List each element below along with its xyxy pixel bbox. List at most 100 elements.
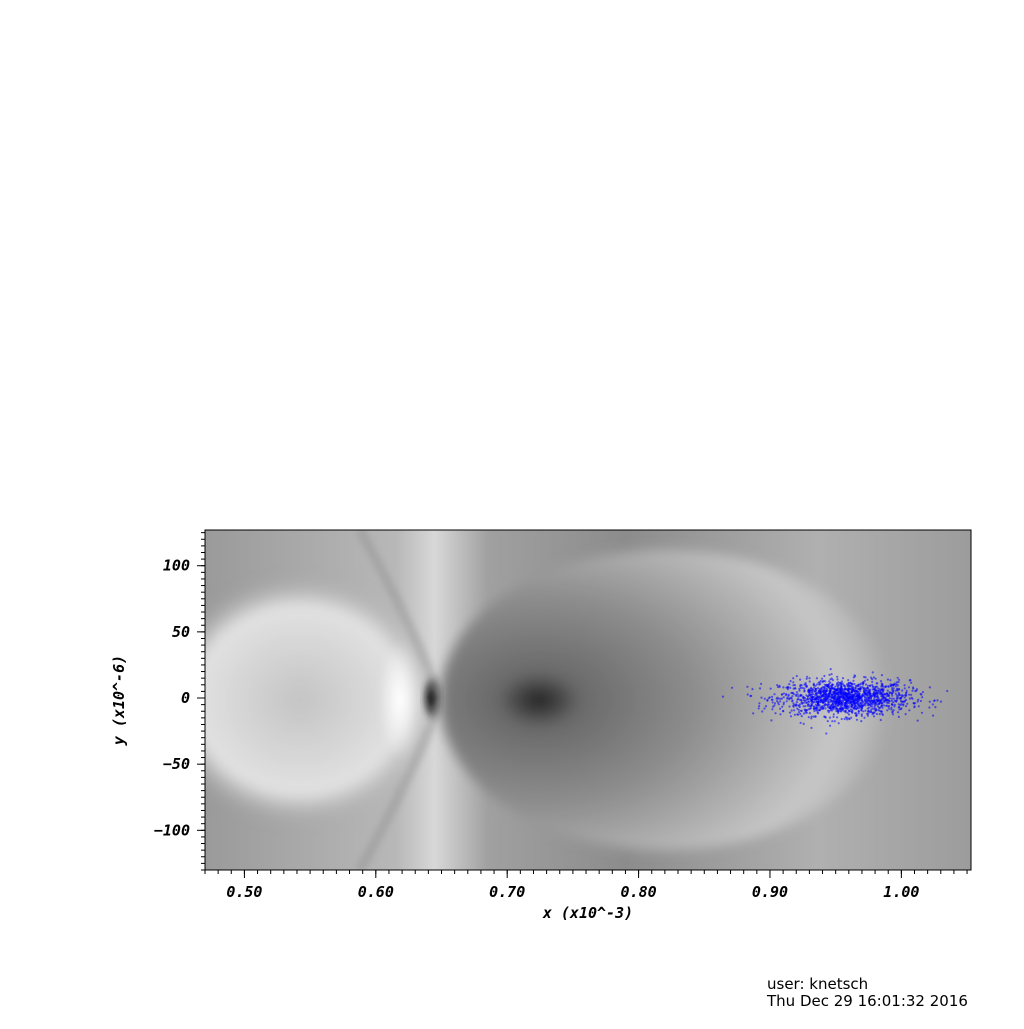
scatter-point [825,732,828,735]
scatter-point [887,694,891,697]
scatter-point [828,680,831,683]
scatter-point [803,690,806,693]
scatter-point [835,700,838,703]
scatter-point [897,703,900,706]
scatter-point [838,681,842,684]
scatter-point [840,693,843,696]
scatter-point [905,705,908,708]
scatter-point [894,685,898,688]
scatter-point [894,692,897,695]
scatter-point [890,708,893,711]
scatter-point [817,692,820,695]
scatter-point [901,700,904,703]
scatter-point [873,715,876,718]
scatter-point [861,693,865,696]
scatter-point [864,692,868,695]
scatter-point [883,692,886,695]
scatter-point [903,700,906,704]
scatter-point [852,679,855,682]
scatter-point [826,703,829,706]
scatter-point [806,695,809,698]
scatter-point [746,693,749,696]
scatter-point [866,684,870,687]
scatter-point [883,701,886,704]
scatter-point [863,695,867,699]
scatter-point [810,693,814,697]
scatter-point [869,705,872,708]
scatter-point [799,693,802,697]
scatter-point [860,720,863,723]
scatter-point [849,700,852,704]
scatter-point [830,699,834,703]
scatter-point [873,686,877,689]
scatter-point [899,697,903,700]
scatter-point [792,687,795,690]
scatter-point [806,675,809,678]
scatter-point [890,692,893,695]
scatter-point [832,693,835,696]
plot-frame [204,529,972,871]
scatter-point [837,710,840,713]
scatter-point [939,700,943,703]
scatter-series [721,668,949,735]
scatter-point [917,705,920,708]
scatter-point [854,698,858,701]
scatter-point [864,704,867,707]
scatter-point [906,702,909,705]
scatter-point [795,704,798,707]
scatter-point [886,689,889,692]
scatter-point [870,699,873,702]
scatter-point [781,705,784,708]
scatter-point [874,677,877,680]
scatter-point [853,703,857,706]
scatter-point [769,687,772,690]
scatter-point [917,698,920,701]
scatter-point [814,684,817,687]
scatter-point [805,709,809,712]
scatter-point [854,686,857,689]
scatter-point [771,708,774,711]
scatter-point [803,687,806,690]
scatter-point [824,692,827,695]
scatter-point [880,682,883,685]
scatter-point [895,694,898,697]
scatter-point [804,682,807,685]
scatter-point [897,711,900,714]
scatter-point [854,701,857,704]
scatter-point [809,705,812,708]
scatter-point [893,699,896,702]
scatter-point [849,693,853,696]
scatter-point [882,696,885,700]
scatter-point [897,680,900,684]
scatter-point [862,710,865,713]
scatter-point [888,707,891,710]
scatter-point [901,689,904,692]
scatter-point [913,706,916,709]
scatter-point [804,705,807,708]
scatter-point [828,706,831,709]
scatter-point [823,704,826,707]
scatter-point [886,709,889,712]
scatter-point [819,690,823,694]
scatter-point [792,677,795,680]
scatter-point [877,709,880,712]
scatter-point [856,700,859,703]
scatter-point [797,695,800,698]
scatter-point [800,709,803,712]
scatter-point [796,698,799,701]
scatter-point [873,693,876,696]
scatter-point [799,685,802,688]
scatter-point [785,700,788,703]
scatter-point [791,695,794,698]
x-axis: 0.50 0.60 0.70 0.80 0.90 1.00 [204,870,968,901]
scatter-point [836,704,840,707]
scatter-point [859,683,862,686]
scatter-point [823,674,826,678]
scatter-point [824,684,828,687]
x-tick-label: 0.70 [489,883,525,901]
scatter-point [880,704,883,707]
scatter-point [808,688,811,691]
scatter-point [854,690,857,693]
scatter-point [878,688,881,691]
scatter-point [836,698,839,701]
